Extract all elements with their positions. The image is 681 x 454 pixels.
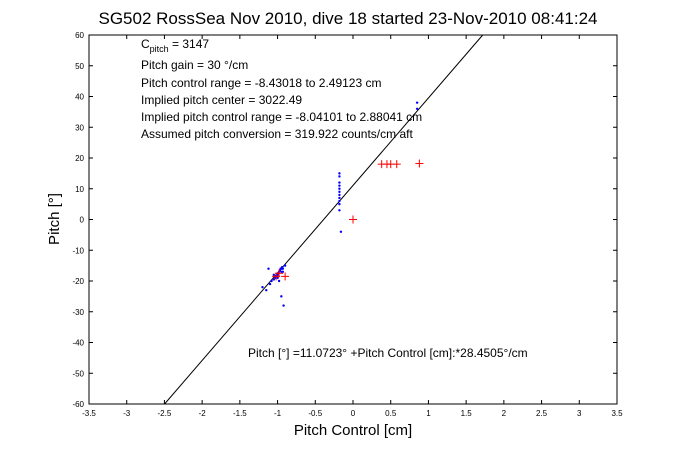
x-tick-label: 3	[577, 409, 582, 418]
data-point-dot	[280, 295, 283, 298]
y-tick-label: -10	[72, 246, 84, 255]
data-point-dot	[267, 267, 270, 270]
data-point-dot	[282, 304, 285, 307]
y-tick-label: -50	[72, 369, 84, 378]
c-pitch-main: C	[141, 37, 150, 51]
x-tick-label: -2	[199, 409, 207, 418]
data-point-plus	[281, 272, 290, 281]
x-tick-label: -3	[123, 409, 131, 418]
data-point-dot	[338, 209, 341, 212]
y-tick-label: 50	[75, 62, 84, 71]
data-point-dot	[281, 267, 285, 270]
data-point-plus	[392, 160, 401, 169]
pitch-gain-annotation: Pitch gain = 30 °/cm	[141, 58, 248, 72]
y-tick-label: -60	[72, 400, 84, 409]
x-tick-label: 3.5	[611, 409, 623, 418]
data-point-dot	[338, 196, 341, 200]
data-point-dot	[268, 282, 272, 286]
chart-title: SG502 RossSea Nov 2010, dive 18 started …	[99, 9, 598, 28]
y-tick-label: 0	[80, 216, 85, 225]
y-tick-label: 30	[75, 123, 84, 132]
data-point-plus	[415, 159, 424, 168]
y-tick-label: 20	[75, 154, 84, 163]
data-point-dot	[281, 270, 285, 273]
fit-equation-annotation: Pitch [°] =11.0723° +Pitch Control [cm]:…	[248, 346, 528, 360]
y-tick-label: 40	[75, 93, 84, 102]
data-point-dot	[339, 230, 343, 233]
x-tick-label: -0.5	[308, 409, 322, 418]
fit-line	[164, 34, 484, 405]
c-pitch-annotation: Cpitch = 3147	[141, 37, 209, 54]
data-point-dot	[415, 101, 419, 104]
x-tick-label: 1	[426, 409, 431, 418]
x-tick-label: -3.5	[82, 409, 96, 418]
annotation-block: Cpitch = 3147 Pitch gain = 30 °/cm Pitch…	[141, 37, 528, 360]
data-point-dot	[338, 175, 341, 178]
implied-pitch-center-annotation: Implied pitch center = 3022.49	[141, 93, 302, 107]
data-point-dot	[270, 279, 273, 283]
data-point-dot	[415, 107, 419, 111]
implied-pitch-control-range-annotation: Implied pitch control range = -8.04101 t…	[141, 110, 422, 124]
x-tick-label: 0	[351, 409, 356, 418]
x-tick-label: 2.5	[536, 409, 548, 418]
y-tick-label: 60	[75, 31, 84, 40]
y-tick-label: -20	[72, 277, 84, 286]
x-axis-label: Pitch Control [cm]	[294, 422, 412, 439]
data-point-plus	[349, 215, 357, 224]
data-point-dot	[338, 187, 341, 190]
data-point-dot	[338, 202, 341, 206]
plot-area: -3.5 -3 -2.5 -2 -1.5 -1 -0.5 0 0.5 1 1.5 2 2.5 3 3.5 -6…	[72, 31, 623, 418]
data-point-dot	[265, 289, 268, 292]
x-tick-label: -1.5	[233, 409, 247, 418]
x-tick-label: 1.5	[461, 409, 473, 418]
data-point-dot	[338, 193, 341, 197]
y-tick-label: -40	[72, 339, 84, 348]
pitch-control-range-annotation: Pitch control range = -8.43018 to 2.4912…	[141, 76, 382, 90]
data-point-dot	[277, 279, 281, 283]
data-point-dot	[338, 199, 341, 203]
c-pitch-subscript: pitch	[150, 44, 169, 54]
data-point-dot	[338, 184, 341, 187]
assumed-pitch-conversion-annotation: Assumed pitch conversion = 319.922 count…	[141, 127, 413, 141]
x-tick-label: 0.5	[385, 409, 397, 418]
data-point-dot	[261, 285, 264, 289]
y-axis-label: Pitch [°]	[46, 193, 63, 245]
data-point-dot	[283, 264, 287, 267]
data-point-dot	[338, 172, 341, 175]
x-tick-label: -1	[274, 409, 282, 418]
c-pitch-value: = 3147	[169, 37, 210, 51]
data-point-dot	[276, 276, 279, 280]
data-point-dot	[338, 190, 341, 194]
x-tick-label: -2.5	[158, 409, 172, 418]
data-point-dot	[338, 181, 341, 184]
data-point-dot	[272, 273, 275, 277]
y-tick-label: -30	[72, 308, 84, 317]
y-tick-label: 10	[75, 185, 84, 194]
data-point-dot	[272, 278, 275, 281]
data-point-plus	[275, 269, 284, 278]
x-tick-label: 2	[502, 409, 507, 418]
